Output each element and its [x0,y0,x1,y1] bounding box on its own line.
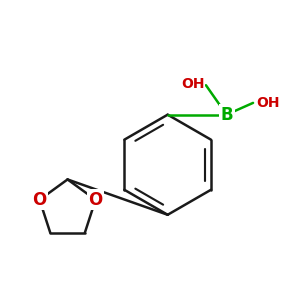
Text: OH: OH [256,96,280,110]
Text: OH: OH [181,77,204,91]
Text: O: O [32,191,47,209]
Text: B: B [220,106,233,124]
Text: O: O [88,191,103,209]
